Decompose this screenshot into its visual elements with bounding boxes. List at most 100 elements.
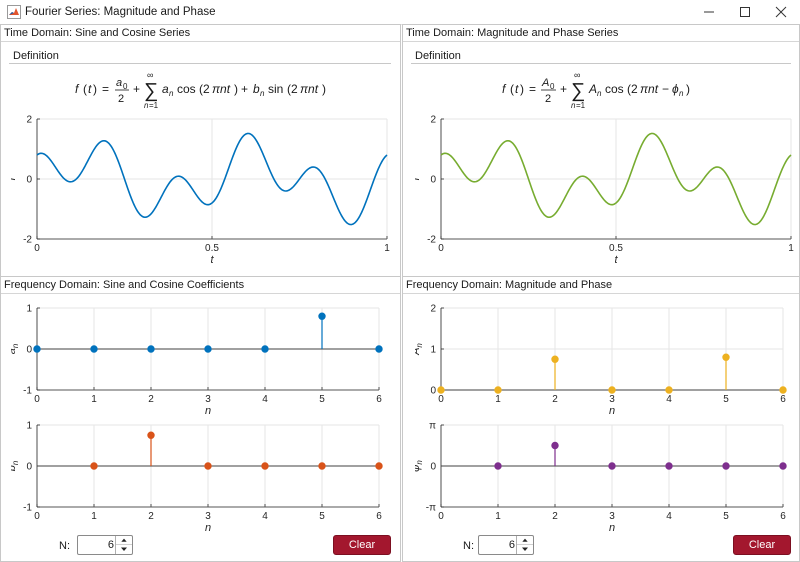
- clear-button[interactable]: Clear: [733, 535, 791, 555]
- y-axis-label: An: [415, 343, 424, 356]
- x-tick-label: 4: [262, 394, 268, 405]
- svg-text:t: t: [515, 82, 519, 96]
- y-tick-label: -2: [23, 235, 32, 246]
- x-tick-label: 5: [723, 511, 729, 522]
- y-tick-label: 0: [26, 345, 32, 356]
- n-spinner[interactable]: 6: [77, 535, 133, 555]
- svg-text:=1: =1: [576, 101, 586, 110]
- x-tick-label: 6: [376, 394, 382, 405]
- title-bar: Fourier Series: Magnitude and Phase: [0, 0, 800, 25]
- y-tick-label: 0: [26, 462, 32, 473]
- svg-text:a: a: [116, 77, 122, 89]
- x-axis-label: n: [205, 405, 211, 417]
- stem-marker: [261, 345, 269, 353]
- x-tick-label: 1: [495, 511, 501, 522]
- stem-marker: [779, 386, 787, 394]
- y-tick-label: -2: [427, 235, 436, 246]
- definition-divider: [411, 63, 791, 64]
- panel-title: Frequency Domain: Sine and Cosine Coeffi…: [4, 279, 245, 291]
- stem-marker: [33, 345, 41, 353]
- svg-text:(: (: [83, 82, 87, 96]
- clear-button[interactable]: Clear: [333, 535, 391, 555]
- maximize-button[interactable]: [726, 0, 764, 24]
- y-axis-label-subscript: n: [11, 460, 20, 465]
- magnitude-stem-chart: 0123456210nAn: [415, 304, 787, 417]
- minimize-button[interactable]: [690, 0, 728, 24]
- stem-marker: [665, 386, 673, 394]
- svg-text:+: +: [560, 82, 567, 96]
- stem-marker: [147, 345, 155, 353]
- svg-text:a: a: [162, 82, 169, 96]
- n-spinner-value[interactable]: 6: [107, 539, 114, 551]
- n-spinner-value[interactable]: 6: [508, 539, 515, 551]
- x-tick-label: 5: [723, 394, 729, 405]
- stem-marker: [722, 353, 730, 361]
- x-tick-label: 2: [552, 394, 558, 405]
- svg-text:+: +: [241, 82, 248, 96]
- y-tick-label: 0: [430, 462, 436, 473]
- panel-time-magphase: Time Domain: Magnitude and Phase Series …: [402, 24, 800, 277]
- svg-text:−: −: [662, 82, 669, 96]
- x-tick-label: 4: [262, 511, 268, 522]
- svg-text:n: n: [260, 89, 265, 98]
- stem-marker: [608, 462, 616, 470]
- svg-text:): ): [322, 82, 326, 96]
- svg-text:n: n: [597, 89, 602, 98]
- stem-marker: [318, 462, 326, 470]
- y-axis-label: φn: [415, 460, 424, 472]
- panel-title: Time Domain: Magnitude and Phase Series: [406, 27, 619, 39]
- x-tick-label: 0: [34, 511, 40, 522]
- svg-text:∞: ∞: [147, 70, 153, 80]
- x-tick-label: 3: [205, 394, 211, 405]
- stem-marker: [551, 355, 559, 363]
- y-tick-label: 1: [26, 421, 32, 432]
- svg-text:πnt: πnt: [640, 82, 659, 96]
- panel-freq-sincos: Frequency Domain: Sine and Cosine Coeffi…: [0, 276, 401, 562]
- definition-label: Definition: [13, 50, 59, 62]
- x-tick-label: 1: [495, 394, 501, 405]
- x-tick-label: 3: [609, 394, 615, 405]
- svg-text:(: (: [510, 82, 514, 96]
- spinner-buttons: [516, 536, 533, 554]
- panel-divider: [403, 293, 799, 294]
- stem-marker: [665, 462, 673, 470]
- x-tick-label: 6: [780, 394, 786, 405]
- svg-text:): ): [520, 82, 524, 96]
- chevron-down-icon[interactable]: [517, 545, 533, 554]
- svg-text:πnt: πnt: [300, 82, 319, 96]
- svg-text:∞: ∞: [574, 70, 580, 80]
- maximize-icon: [740, 7, 750, 17]
- chevron-up-icon[interactable]: [116, 536, 132, 545]
- stem-marker: [90, 345, 98, 353]
- y-axis-label: f: [415, 177, 422, 181]
- stem-marker: [318, 312, 326, 320]
- stem-marker: [375, 462, 383, 470]
- stem-marker: [779, 462, 787, 470]
- definition-divider: [9, 63, 391, 64]
- y-tick-label: π: [429, 421, 436, 432]
- y-axis-label: f: [11, 177, 18, 181]
- x-tick-label: 2: [148, 394, 154, 405]
- x-tick-label: 4: [666, 394, 672, 405]
- stem-marker: [437, 386, 445, 394]
- x-tick-label: 0: [438, 243, 444, 254]
- svg-text:n: n: [169, 89, 174, 98]
- chevron-up-icon[interactable]: [517, 536, 533, 545]
- matlab-icon: [7, 5, 21, 19]
- svg-text:(2: (2: [627, 82, 638, 96]
- y-tick-label: 2: [26, 115, 32, 126]
- y-tick-label: -1: [23, 503, 32, 514]
- close-icon: [775, 6, 787, 18]
- definition-label: Definition: [415, 50, 461, 62]
- x-tick-label: 3: [205, 511, 211, 522]
- n-spinner[interactable]: 6: [478, 535, 534, 555]
- panel-divider: [403, 41, 799, 42]
- x-tick-label: 0: [438, 511, 444, 522]
- chevron-down-icon[interactable]: [116, 545, 132, 554]
- close-button[interactable]: [762, 0, 800, 24]
- x-tick-label: 2: [552, 511, 558, 522]
